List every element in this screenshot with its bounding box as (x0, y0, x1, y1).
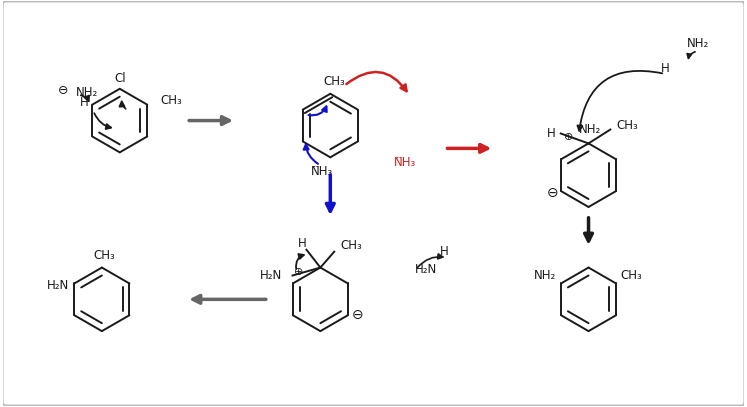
Text: NH₂: NH₂ (534, 269, 556, 282)
Text: H: H (298, 237, 307, 250)
Text: H: H (79, 96, 88, 109)
Text: CH₃: CH₃ (93, 249, 115, 262)
Text: H: H (660, 62, 669, 75)
Text: NH₂: NH₂ (579, 123, 601, 136)
Text: NH₂: NH₂ (686, 37, 709, 50)
Text: CH₃: CH₃ (160, 94, 182, 107)
Text: ⊖: ⊖ (352, 308, 364, 322)
Text: H: H (547, 127, 556, 140)
Text: NH₂: NH₂ (76, 86, 99, 99)
Text: CH₃: CH₃ (323, 75, 345, 88)
Text: N̈H₃: N̈H₃ (311, 165, 333, 178)
Text: H₂N: H₂N (415, 263, 437, 276)
Text: ⊕: ⊕ (564, 132, 574, 142)
Text: H₂N: H₂N (47, 279, 69, 292)
Text: ⊕: ⊕ (294, 267, 303, 276)
Text: ⊖: ⊖ (58, 84, 68, 97)
Text: ⊖: ⊖ (548, 186, 559, 200)
Text: CH₃: CH₃ (620, 269, 642, 282)
Text: H₂N: H₂N (261, 269, 282, 282)
Text: H: H (440, 245, 449, 258)
Text: CH₃: CH₃ (340, 239, 362, 252)
Text: N̈H₃: N̈H₃ (394, 156, 416, 169)
Text: CH₃: CH₃ (616, 119, 638, 132)
Text: Cl: Cl (114, 72, 125, 85)
